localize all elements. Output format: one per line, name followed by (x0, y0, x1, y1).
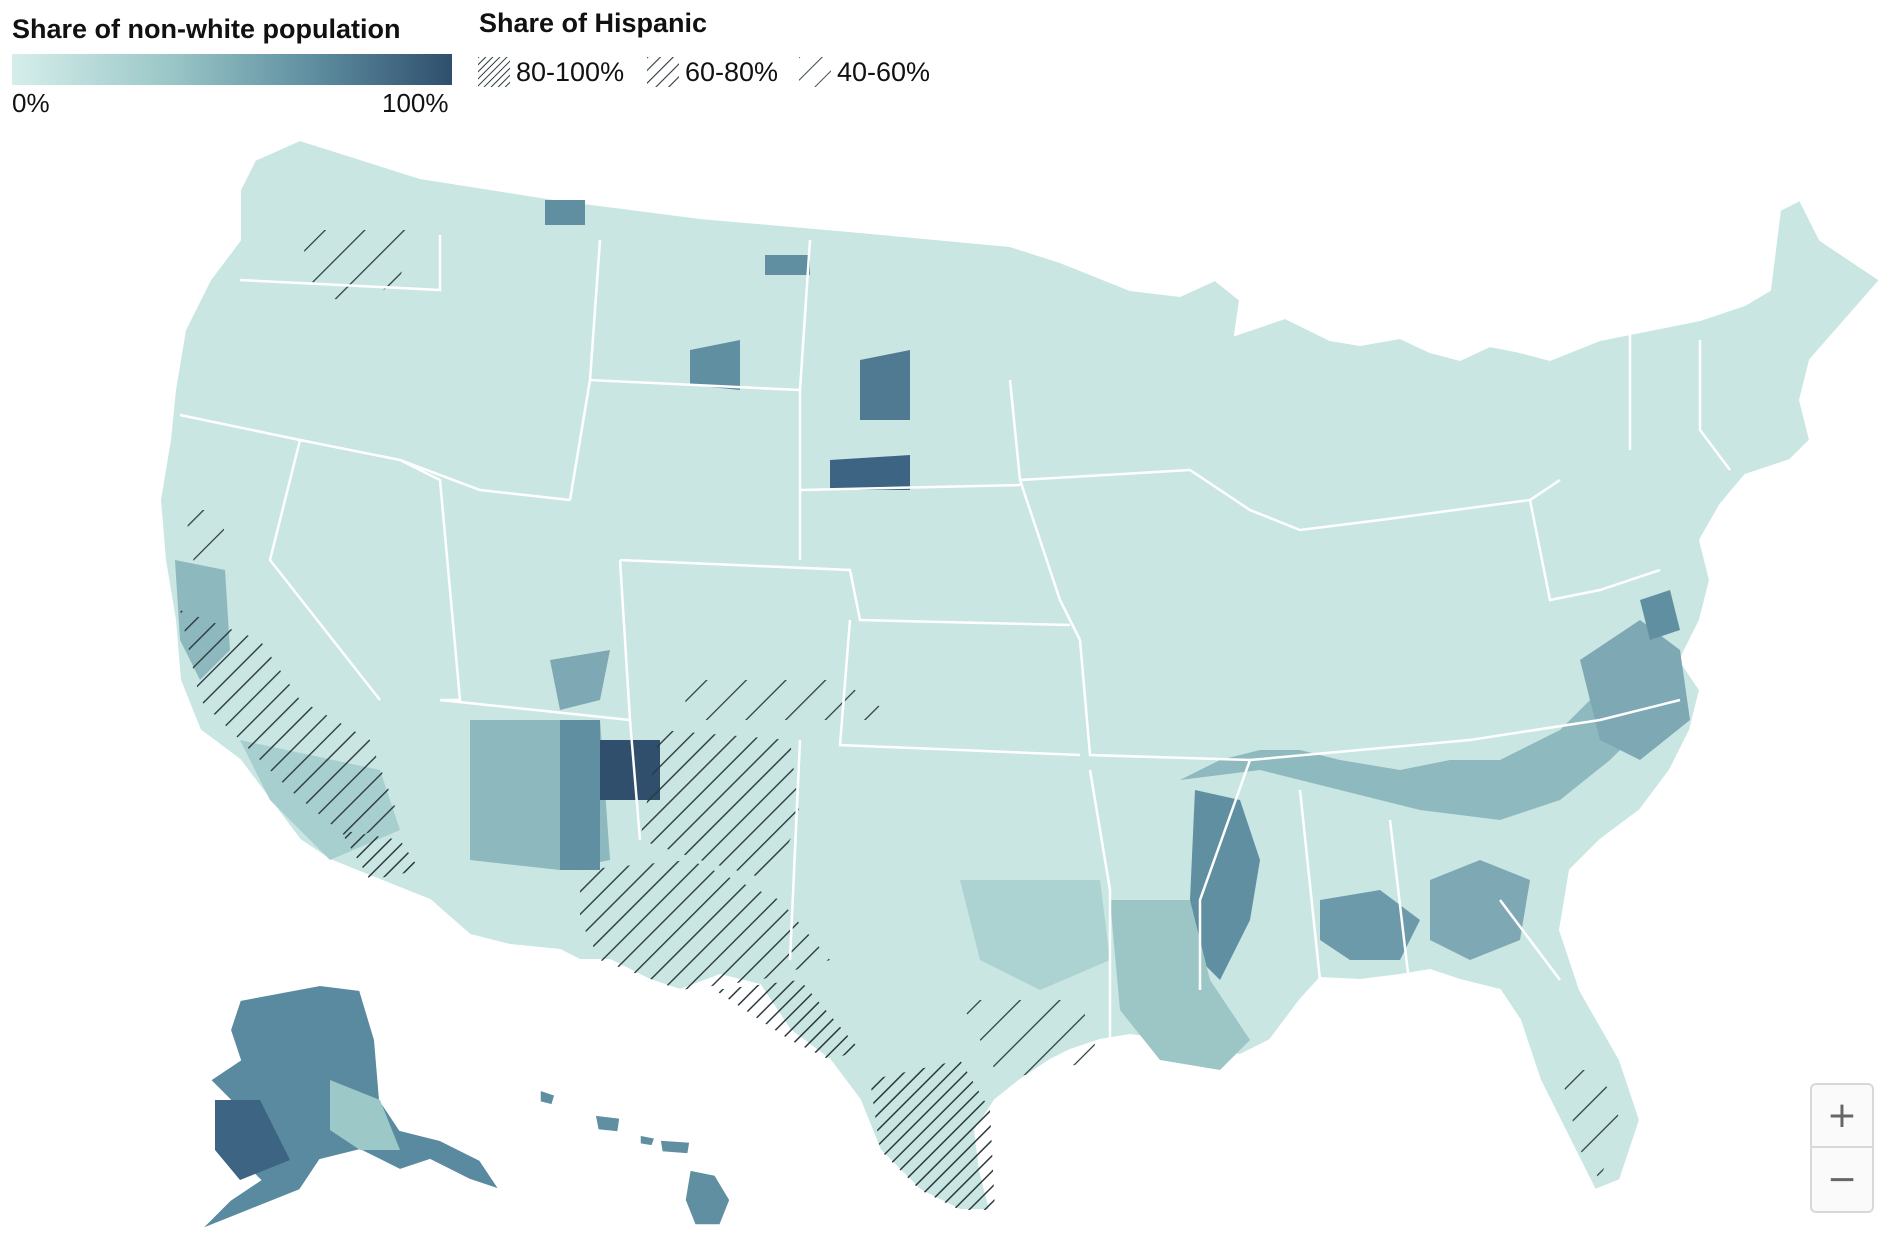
hawaii-islands (539, 1088, 731, 1226)
hispanic-bin-label: 60-80% (685, 56, 779, 87)
north-dakota-shading (765, 255, 810, 275)
new-mexico-hatch-medium (640, 730, 800, 880)
hispanic-bin-label: 80-100% (516, 56, 625, 87)
south-dakota-reservation-shading (860, 350, 910, 420)
southern-california-hatch-medium (180, 610, 400, 840)
hispanic-hatching (180, 230, 1620, 1210)
washington-hatch-sparse (300, 230, 410, 310)
hatch-swatch-medium (647, 57, 679, 87)
hatch-swatch-dense (478, 57, 510, 87)
new-mexico-pueblo-shading (600, 740, 660, 800)
southwest-hatch-sparse (580, 860, 830, 990)
alabama-georgia-shading (1320, 890, 1420, 960)
montana-reservation-shading (690, 340, 740, 390)
zoom-in-button[interactable]: + (1812, 1085, 1872, 1148)
gulf-texas-hatch-sparse (960, 1000, 1100, 1080)
east-texas-shading (960, 880, 1110, 990)
central-valley-hatch-sparse (185, 510, 230, 570)
florida-hatch-sparse (1560, 1070, 1620, 1180)
imperial-valley-hatch-dense (340, 830, 420, 880)
nonwhite-legend-title: Share of non-white population (12, 14, 401, 44)
hispanic-legend-title: Share of Hispanic (479, 8, 708, 38)
alaska-east-shading (330, 1080, 400, 1150)
scale-min-label: 0% (12, 88, 50, 118)
southeast-blackbelt-shading (1180, 650, 1670, 820)
georgia-shading (1430, 860, 1530, 960)
south-texas-hatch-dense (870, 1060, 995, 1210)
zoom-control: + − (1810, 1083, 1874, 1213)
louisiana-shading (1110, 900, 1250, 1070)
dc-maryland-shading (1640, 590, 1680, 640)
zoom-out-button[interactable]: − (1826, 1159, 1858, 1200)
hispanic-bin-80-100: 80-100% (478, 56, 624, 88)
virginia-carolina-shading (1580, 620, 1690, 760)
navajo-nation-shading (560, 720, 600, 870)
scale-max-label: 100% (382, 88, 449, 118)
hispanic-bin-label: 40-60% (837, 56, 931, 87)
hispanic-bin-60-80: 60-80% (647, 56, 778, 88)
hatch-swatch-sparse (799, 57, 831, 87)
state-borders (179, 235, 1731, 1050)
mississippi-delta-shading (1190, 790, 1260, 980)
west-texas-hatch-dense (715, 980, 860, 1060)
montana-north-shading (545, 200, 585, 225)
hispanic-bin-40-60: 40-60% (799, 56, 930, 88)
alaska-southwest-shading (215, 1100, 290, 1180)
nonwhite-gradient-bar (12, 54, 452, 85)
nevada-reservation-shading (550, 650, 610, 710)
south-dakota-pine-ridge-shading (830, 455, 910, 490)
